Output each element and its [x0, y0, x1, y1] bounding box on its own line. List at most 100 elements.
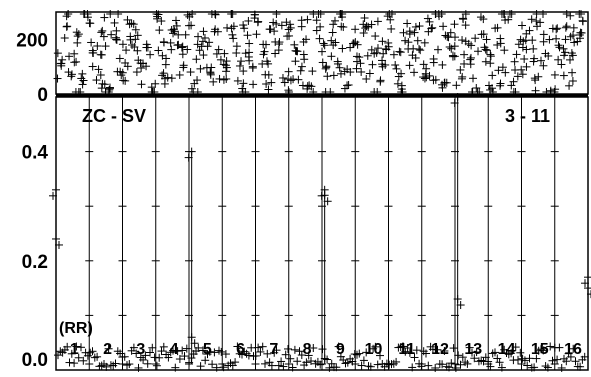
top-point-94-0 [559, 44, 568, 53]
top-point-37-4 [253, 18, 262, 27]
top-point-33-0 [229, 34, 238, 43]
baseline-point-190 [491, 348, 499, 357]
top-point-83 [498, 63, 507, 72]
baseline-point-26 [113, 347, 122, 356]
baseline-point-229 [580, 352, 589, 361]
top-point-54-2 [340, 67, 349, 76]
baseline-point-172 [449, 344, 458, 353]
baseline-point-101 [286, 354, 295, 363]
top-point-93-3 [553, 24, 562, 33]
top-point-67-3 [416, 46, 425, 55]
top-point-48-4 [312, 26, 321, 35]
top-point-40-1 [272, 10, 281, 18]
top-point-80-1 [481, 57, 490, 66]
top-point-2-0 [65, 52, 74, 61]
top-point-4-3 [78, 69, 87, 78]
top-point-96-4 [565, 55, 574, 64]
top-point-89-1 [534, 72, 543, 81]
baseline-point-95 [272, 346, 281, 355]
top-point-86-1 [518, 43, 527, 52]
baseline-point-171 [447, 359, 456, 368]
top-point-56-3 [352, 64, 361, 73]
top-point-23-1 [179, 63, 188, 72]
top-point-95-2 [561, 35, 570, 44]
top-point-50-3 [321, 64, 330, 73]
top-point-80-4 [486, 50, 495, 59]
baseline-point-62 [196, 362, 205, 371]
top-point-67 [413, 36, 422, 45]
top-point-56 [355, 53, 364, 62]
top-point-32-4 [228, 10, 237, 18]
baseline-point-205 [525, 354, 534, 363]
peak-point-0-1-b [55, 240, 63, 249]
top-point-73-4 [441, 31, 450, 40]
top-point-2-4 [67, 72, 76, 81]
top-point-85-4 [507, 81, 516, 90]
top-point-88-2 [521, 36, 530, 45]
top-point-3-3 [73, 32, 82, 41]
top-point-79-3 [476, 13, 485, 22]
top-point-47-0 [308, 67, 317, 76]
baseline-point-147 [392, 357, 401, 366]
baseline-point-121 [332, 363, 341, 372]
baseline-point-161 [424, 361, 433, 370]
baseline-point-181 [470, 354, 479, 363]
annotation-left: ZC - SV [82, 106, 146, 126]
top-point-93-2 [555, 43, 564, 52]
top-point-10-0 [107, 30, 116, 39]
top-point-29 [211, 10, 220, 19]
top-point-36-2 [249, 80, 258, 89]
top-point-22-4 [172, 21, 181, 30]
segment-label-10: 10 [365, 341, 383, 358]
top-point-27-3 [205, 38, 214, 47]
top-point-69-0 [420, 38, 429, 47]
top-point-22-3 [173, 41, 182, 50]
top-point-94 [557, 60, 566, 69]
baseline-point-204 [523, 361, 532, 370]
baseline-point-109 [304, 351, 313, 360]
baseline-point-174 [454, 351, 463, 360]
top-point-90-0 [539, 30, 548, 39]
main-ytick-label-2: 0.4 [22, 143, 49, 164]
top-point-7-1 [92, 76, 101, 85]
baseline-point-34 [132, 349, 141, 358]
baseline-point-118 [325, 363, 334, 372]
top-point-45-1 [297, 62, 306, 71]
annotation-right: 3 - 11 [505, 106, 550, 126]
top-point-43-4 [282, 18, 291, 27]
top-point-29-4 [211, 10, 220, 18]
top-point-13-0 [123, 15, 132, 24]
top-point-85 [509, 77, 518, 86]
top-point-92-0 [550, 70, 559, 79]
top-point-65-3 [401, 36, 410, 45]
baseline-point-6 [67, 349, 76, 358]
top-point-90-4 [539, 10, 548, 18]
top-point-45-3 [293, 47, 302, 56]
segment-label-6: 6 [236, 341, 245, 358]
top-point-6-0 [93, 41, 102, 50]
top-point-33-4 [235, 61, 244, 70]
top-point-74-2 [450, 42, 459, 51]
top-point-69-2 [427, 24, 436, 33]
top-point-20-1 [162, 54, 171, 63]
top-point-57-4 [362, 22, 371, 31]
top-point-10-1 [114, 10, 123, 18]
top-point-53-4 [337, 22, 346, 31]
top-point-69-3 [425, 17, 434, 26]
top-point-3-0 [74, 30, 83, 39]
baseline-point-38 [141, 351, 150, 360]
segment-label-8: 8 [303, 341, 312, 358]
top-point-42-3 [284, 86, 293, 95]
top-point-42-2 [278, 73, 287, 82]
top-point-76 [461, 21, 470, 30]
top-point-73-3 [446, 28, 455, 37]
top-point-26-0 [192, 55, 201, 64]
baseline-point-103 [290, 345, 299, 354]
y-axis-labels: 0 200 0.0 0.2 0.4 [16, 30, 48, 371]
baseline-point-193 [497, 363, 506, 372]
peak-point-1-0 [187, 147, 196, 156]
top-point-21-0 [166, 38, 175, 47]
top-point-3-1 [70, 58, 79, 67]
baseline-point-217 [553, 355, 562, 364]
top-point-67-0 [411, 22, 420, 31]
